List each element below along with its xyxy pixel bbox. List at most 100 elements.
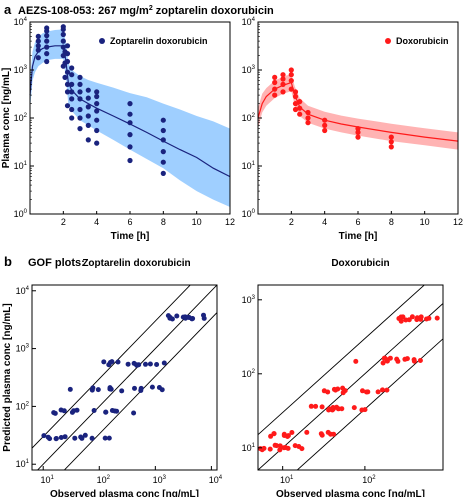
observation-point (85, 113, 91, 119)
observation-point (94, 140, 100, 146)
observation-point (77, 126, 83, 132)
identity-line (36, 285, 217, 470)
gof-point (365, 389, 371, 395)
observation-point (64, 51, 71, 57)
x-tick-label: 10 (192, 217, 202, 227)
gof-zoptarelin-chart: 101 102 103 104 101 102 103 104 Observed plasma … (2, 258, 223, 497)
observation-point (64, 81, 71, 87)
gof-point (72, 435, 78, 441)
observation-point (160, 149, 166, 155)
gof-point (342, 388, 348, 394)
observation-point (322, 127, 328, 134)
gof-point (351, 405, 357, 411)
y-tick-label: 101 (242, 443, 256, 453)
gof-point (318, 431, 324, 437)
identity-line (258, 303, 443, 470)
x-axis-label: Time [h] (339, 231, 378, 242)
pk-doxorubicin-chart: 2 4 6 8 10 12 100 101 102 103 104 Time [h] Doxorubic… (242, 17, 463, 242)
observation-point (94, 89, 100, 95)
gof-point (131, 410, 137, 416)
observation-point (60, 53, 66, 59)
gof-point (90, 385, 96, 391)
observation-point (64, 69, 71, 75)
gof-point (95, 387, 101, 393)
gof-point (375, 389, 381, 395)
identity-line (296, 338, 443, 470)
gof-point (411, 357, 417, 363)
panel-b-label: GOF plots: (28, 257, 85, 269)
gof-point (154, 362, 160, 367)
y-tick-label: 101 (242, 161, 256, 171)
observation-point (94, 117, 100, 123)
observation-point (44, 38, 50, 44)
observation-point (292, 101, 299, 107)
y-axis-label: Predicted plasma conc [ng/mL] (2, 303, 13, 451)
y-tick-label: 104 (242, 17, 256, 27)
legend-label: Zoptarelin doxorubicin (110, 36, 208, 46)
gof-point (285, 433, 291, 439)
observation-point (355, 126, 361, 132)
gof-point (114, 408, 120, 414)
panel-b-letter: b (4, 254, 12, 269)
observation-point (305, 109, 311, 116)
gof-point (277, 443, 283, 449)
x-axis-label: Observed plasma conc [ng/mL] (50, 489, 199, 497)
gof-point (174, 313, 180, 319)
x-tick-label: 103 (153, 475, 167, 485)
plot-frame (31, 284, 218, 471)
legend-marker (99, 38, 105, 44)
observation-point (69, 106, 75, 113)
x-tick-label: 101 (41, 475, 55, 485)
x-tick-label: 6 (355, 217, 360, 227)
observation-point (127, 111, 133, 117)
x-tick-label: 12 (453, 217, 463, 227)
observation-point (60, 31, 66, 38)
x-tick-label: 12 (225, 217, 235, 227)
observation-point (305, 120, 311, 126)
observation-point (35, 43, 41, 49)
gof-point (41, 433, 47, 439)
gof-point (108, 386, 114, 392)
gof-point (115, 359, 121, 365)
observation-point (77, 89, 83, 95)
observation-point (127, 132, 133, 138)
observation-point (160, 137, 166, 143)
y-tick-label: 102 (242, 113, 256, 123)
observation-point (85, 104, 91, 110)
gof-point (395, 358, 401, 364)
gof-point (71, 408, 77, 414)
observation-point (288, 72, 294, 78)
x-tick-label: 102 (97, 475, 111, 485)
gof-point (281, 445, 287, 451)
gof-point (67, 386, 73, 392)
y-tick-label: 101 (16, 459, 30, 469)
observation-point (272, 86, 278, 92)
gof-point (380, 360, 386, 366)
y-tick-label: 103 (14, 65, 28, 75)
observation-point (77, 106, 83, 113)
observation-point (35, 47, 41, 53)
identity-line (63, 312, 217, 470)
gof-point (109, 408, 115, 413)
gof-point (134, 362, 140, 368)
y-tick-label: 100 (242, 209, 256, 219)
gof-point (308, 403, 314, 409)
x-axis-label: Observed plasma conc [ng/mL] (276, 489, 425, 497)
observation-point (64, 103, 71, 109)
gof-point (434, 315, 440, 321)
gof-point (360, 388, 365, 394)
observation-point (322, 117, 328, 123)
y-axis-label: Plasma conc [ng/mL] (1, 68, 12, 169)
gof-point (267, 446, 273, 452)
gof-point (167, 314, 173, 320)
gof-point (382, 355, 388, 361)
y-tick-label: 102 (14, 113, 28, 123)
plot-area (258, 285, 443, 470)
observation-point (64, 89, 71, 95)
observation-point (305, 115, 311, 121)
observation-point (94, 127, 100, 134)
observation-point (85, 87, 91, 93)
observation-point (44, 51, 50, 57)
observation-point (272, 79, 278, 86)
observation-point (69, 72, 75, 78)
